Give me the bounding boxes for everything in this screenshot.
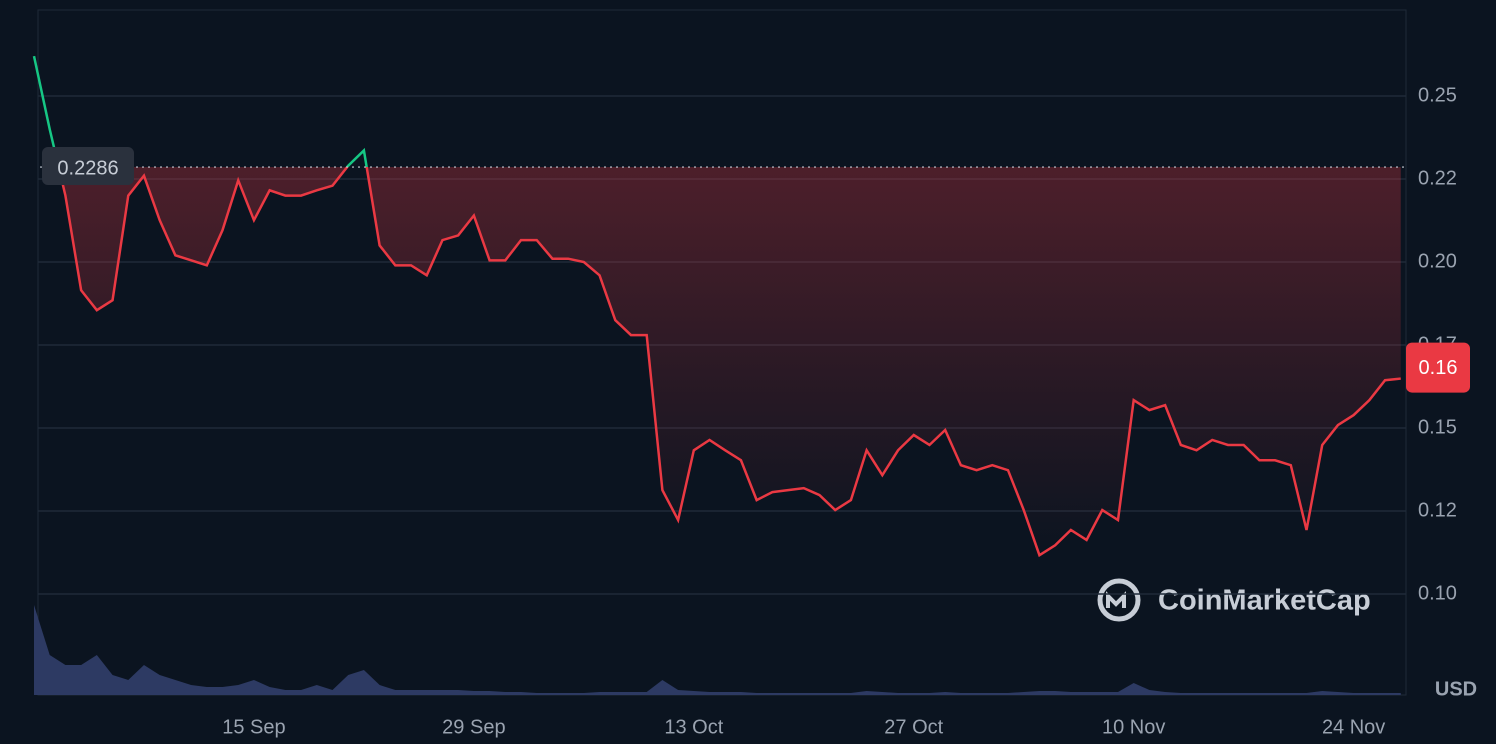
y-tick-label: 0.10	[1418, 582, 1457, 604]
y-tick-label: 0.15	[1418, 416, 1457, 438]
watermark: CoinMarketCap	[1097, 578, 1371, 622]
reference-box	[42, 147, 134, 186]
price-line-down	[57, 167, 1401, 558]
y-tick-label: 0.20	[1418, 250, 1457, 272]
price-area	[58, 167, 1401, 556]
x-tick-label: 10 Nov	[1102, 716, 1165, 738]
volume-area	[34, 605, 1401, 695]
watermark-text: CoinMarketCap	[1158, 585, 1371, 617]
y-tick-label: 0.22	[1418, 167, 1457, 189]
y-tick-label: 0.12	[1418, 499, 1457, 521]
x-tick-label: 13 Oct	[664, 716, 723, 738]
reference-label: 0.2286	[57, 157, 118, 179]
last-price-label: 0.16	[1419, 357, 1458, 379]
last-price-box	[1406, 342, 1470, 393]
x-tick-label: 29 Sep	[442, 716, 505, 738]
x-tick-label: 24 Nov	[1322, 716, 1385, 738]
currency-label: USD	[1435, 678, 1477, 700]
y-tick-label: 0.25	[1418, 84, 1457, 106]
x-tick-label: 15 Sep	[222, 716, 285, 738]
x-tick-label: 27 Oct	[884, 716, 943, 738]
